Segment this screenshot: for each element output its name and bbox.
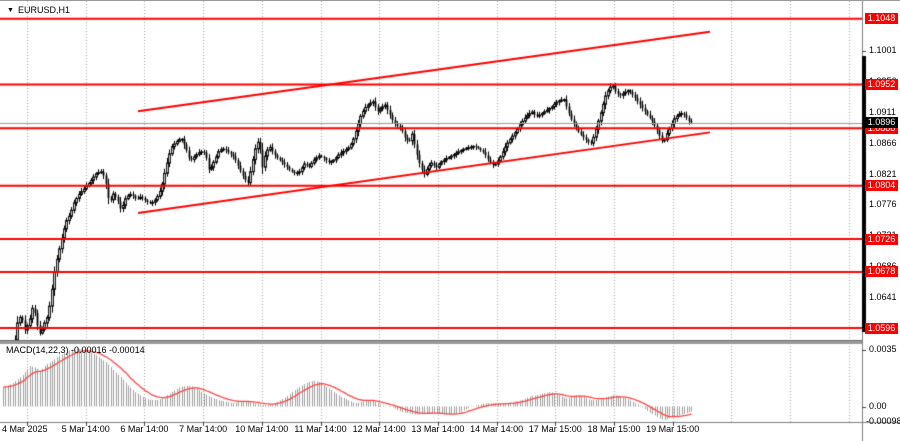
time-axis-label: 19 Mar 15:00: [646, 424, 700, 434]
price-tick-label: 1.1001: [869, 45, 897, 56]
price-level-badge: 1.1048: [865, 13, 898, 25]
time-axis-label: 11 Mar 14:00: [294, 424, 347, 434]
time-axis-label: 17 Mar 15:00: [528, 424, 582, 434]
time-axis-label: 12 Mar 14:00: [352, 424, 406, 434]
price-tick-label: 1.0911: [869, 107, 896, 118]
price-level-badge: 1.0726: [865, 233, 898, 245]
time-axis-label: 7 Mar 14:00: [179, 424, 228, 434]
time-axis-label: 13 Mar 14:00: [411, 424, 465, 434]
macd-tick-label: 0.00: [869, 401, 887, 411]
macd-tick-label: 0.0035: [869, 344, 897, 355]
price-level-badge: 1.0678: [865, 266, 898, 278]
time-axis-label: 18 Mar 15:00: [587, 424, 641, 434]
time-axis-label: 5 Mar 14:00: [61, 424, 110, 434]
symbol-selector[interactable]: ▼ EURUSD,H1: [7, 5, 70, 15]
price-tick-label: 1.0821: [869, 168, 897, 179]
price-level-badge: 1.0804: [865, 180, 898, 192]
macd-indicator-label: MACD(14,22,3) -0.00016 -0.00014: [6, 345, 145, 355]
time-axis-label: 14 Mar 14:00: [470, 424, 524, 434]
price-level-badge: 1.0596: [865, 322, 898, 334]
current-price-box: 1.0896: [865, 117, 898, 129]
price-level-badge: 1.0952: [865, 79, 898, 90]
price-tick-label: 1.0641: [869, 291, 897, 302]
dropdown-icon: ▼: [7, 6, 14, 14]
price-tick-label: 1.0776: [869, 199, 897, 210]
time-axis-label: 10 Mar 14:00: [235, 424, 289, 434]
time-axis-label: 4 Mar 2025: [2, 424, 48, 434]
price-tick-label: 1.0866: [869, 137, 897, 148]
time-axis-label: 6 Mar 14:00: [120, 424, 169, 434]
macd-current-value-label: -0.00098: [866, 416, 900, 426]
price-tick-label: 1.0686: [869, 261, 897, 272]
symbol-timeframe-label: EURUSD,H1: [17, 5, 70, 15]
